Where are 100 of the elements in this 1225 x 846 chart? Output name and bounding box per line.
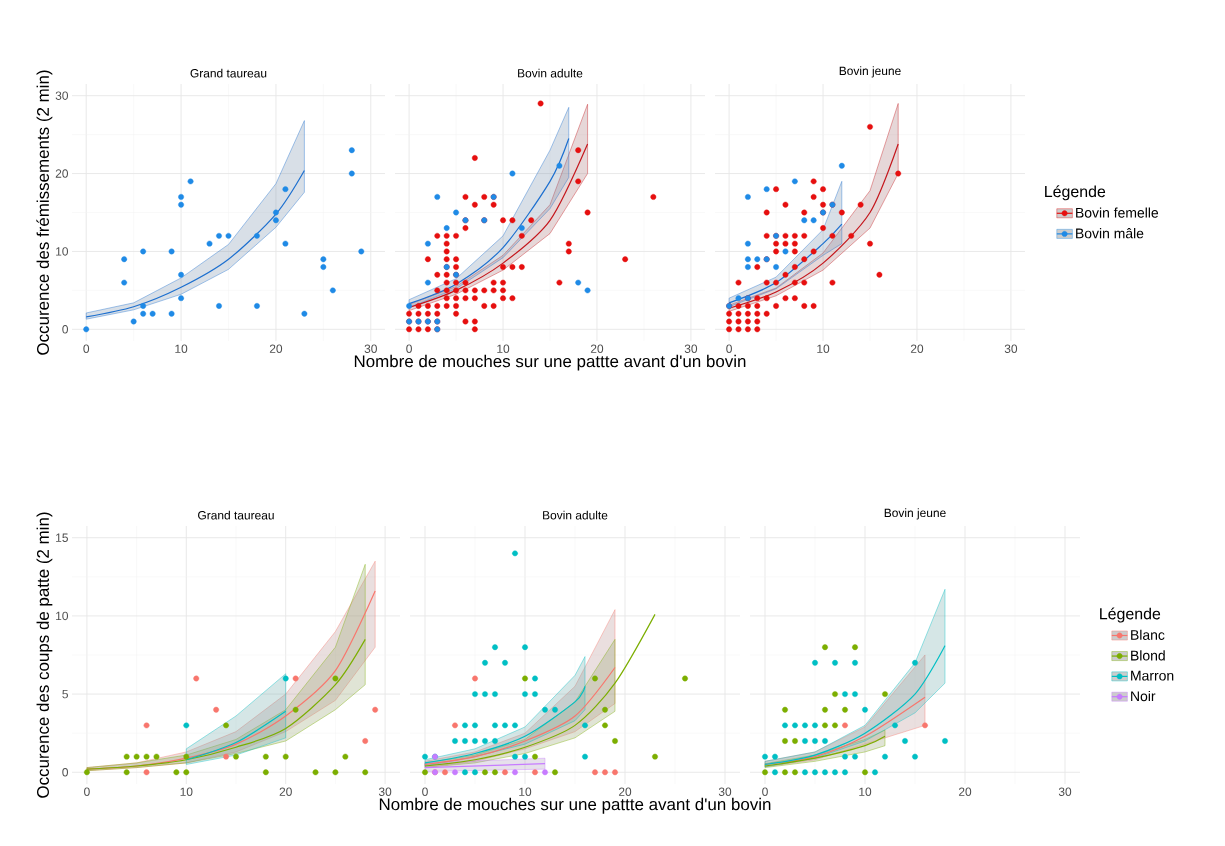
point — [822, 738, 828, 744]
point — [216, 303, 222, 309]
x-tick-label: 20 — [279, 787, 292, 796]
legend-title: Légende — [1045, 185, 1106, 201]
point — [812, 738, 818, 744]
point — [912, 659, 918, 666]
point — [492, 769, 498, 776]
point — [522, 753, 528, 760]
point — [121, 279, 128, 286]
point — [123, 753, 130, 760]
point — [592, 769, 598, 776]
point — [358, 248, 365, 255]
point — [852, 691, 858, 697]
legend-label: Noir — [1131, 690, 1156, 702]
x-axis-title: Nombre de mouches sur une pattte avant d'un bovin — [354, 354, 746, 371]
point — [582, 753, 588, 760]
point — [862, 706, 868, 713]
point — [744, 240, 751, 247]
legend-label: Blanc — [1131, 629, 1165, 640]
x-tick-label: 10 — [519, 787, 532, 796]
point — [406, 303, 412, 309]
point — [301, 310, 308, 317]
point — [183, 753, 190, 760]
point — [123, 769, 130, 776]
y-tick-label: 10 — [56, 611, 69, 621]
point — [682, 675, 688, 682]
point — [178, 271, 184, 278]
point — [183, 722, 190, 729]
point — [532, 769, 538, 776]
point — [512, 753, 518, 760]
point — [882, 753, 888, 760]
line-series — [85, 169, 305, 318]
point — [282, 675, 289, 682]
point — [183, 769, 190, 776]
point — [362, 769, 369, 776]
point — [782, 248, 789, 255]
point — [472, 722, 478, 729]
point — [556, 162, 563, 169]
point — [782, 722, 788, 729]
point — [168, 248, 175, 255]
point — [173, 769, 180, 776]
point — [812, 659, 818, 666]
point — [744, 256, 751, 263]
x-tick-label: 30 — [718, 787, 732, 796]
point — [312, 769, 319, 776]
point — [254, 232, 260, 239]
x-tick-label: 20 — [618, 787, 632, 796]
point — [512, 722, 518, 729]
point — [320, 264, 327, 270]
point — [472, 675, 478, 682]
x-tick-label: 20 — [958, 787, 972, 796]
chart-title: Bovin adulte — [518, 68, 583, 78]
point — [892, 722, 898, 729]
x-tick-label: 0 — [83, 344, 90, 353]
point — [782, 738, 788, 744]
y-axis-title: Occurence des frémissements (2 min) — [36, 70, 53, 355]
point — [912, 753, 918, 760]
point — [492, 644, 498, 651]
point — [522, 644, 528, 651]
point — [329, 287, 336, 294]
point — [342, 753, 349, 760]
point — [802, 738, 808, 744]
legend-label: Blond — [1131, 650, 1165, 661]
point — [512, 769, 518, 776]
point — [178, 194, 184, 200]
x-tick-label: 0 — [422, 787, 428, 796]
point — [802, 769, 808, 776]
point — [852, 659, 858, 666]
point — [233, 753, 239, 760]
x-tick-label: 0 — [726, 344, 732, 353]
point — [832, 769, 838, 776]
point — [542, 706, 548, 713]
point — [273, 217, 279, 224]
point — [84, 769, 90, 776]
point — [332, 769, 339, 776]
point — [206, 240, 213, 247]
x-tick-label: 30 — [364, 344, 377, 353]
point — [140, 303, 147, 309]
point — [434, 194, 441, 200]
point — [452, 769, 458, 776]
x-tick-label: 20 — [269, 344, 283, 353]
point — [472, 691, 478, 697]
point — [168, 310, 175, 317]
point — [922, 722, 928, 729]
x-tick-label: 0 — [762, 787, 768, 796]
x-tick-label: 30 — [378, 787, 392, 796]
point — [792, 722, 798, 729]
chart-title: Grand taureau — [198, 510, 274, 520]
point — [292, 706, 299, 713]
x-tick-label: 30 — [1058, 787, 1072, 796]
point — [882, 691, 888, 697]
y-tick-label: 20 — [55, 169, 69, 178]
point — [223, 722, 229, 729]
point — [518, 225, 525, 231]
point — [273, 209, 279, 216]
point — [773, 264, 779, 270]
point — [262, 753, 269, 760]
point — [575, 279, 582, 286]
point — [812, 769, 818, 776]
point — [424, 279, 431, 286]
